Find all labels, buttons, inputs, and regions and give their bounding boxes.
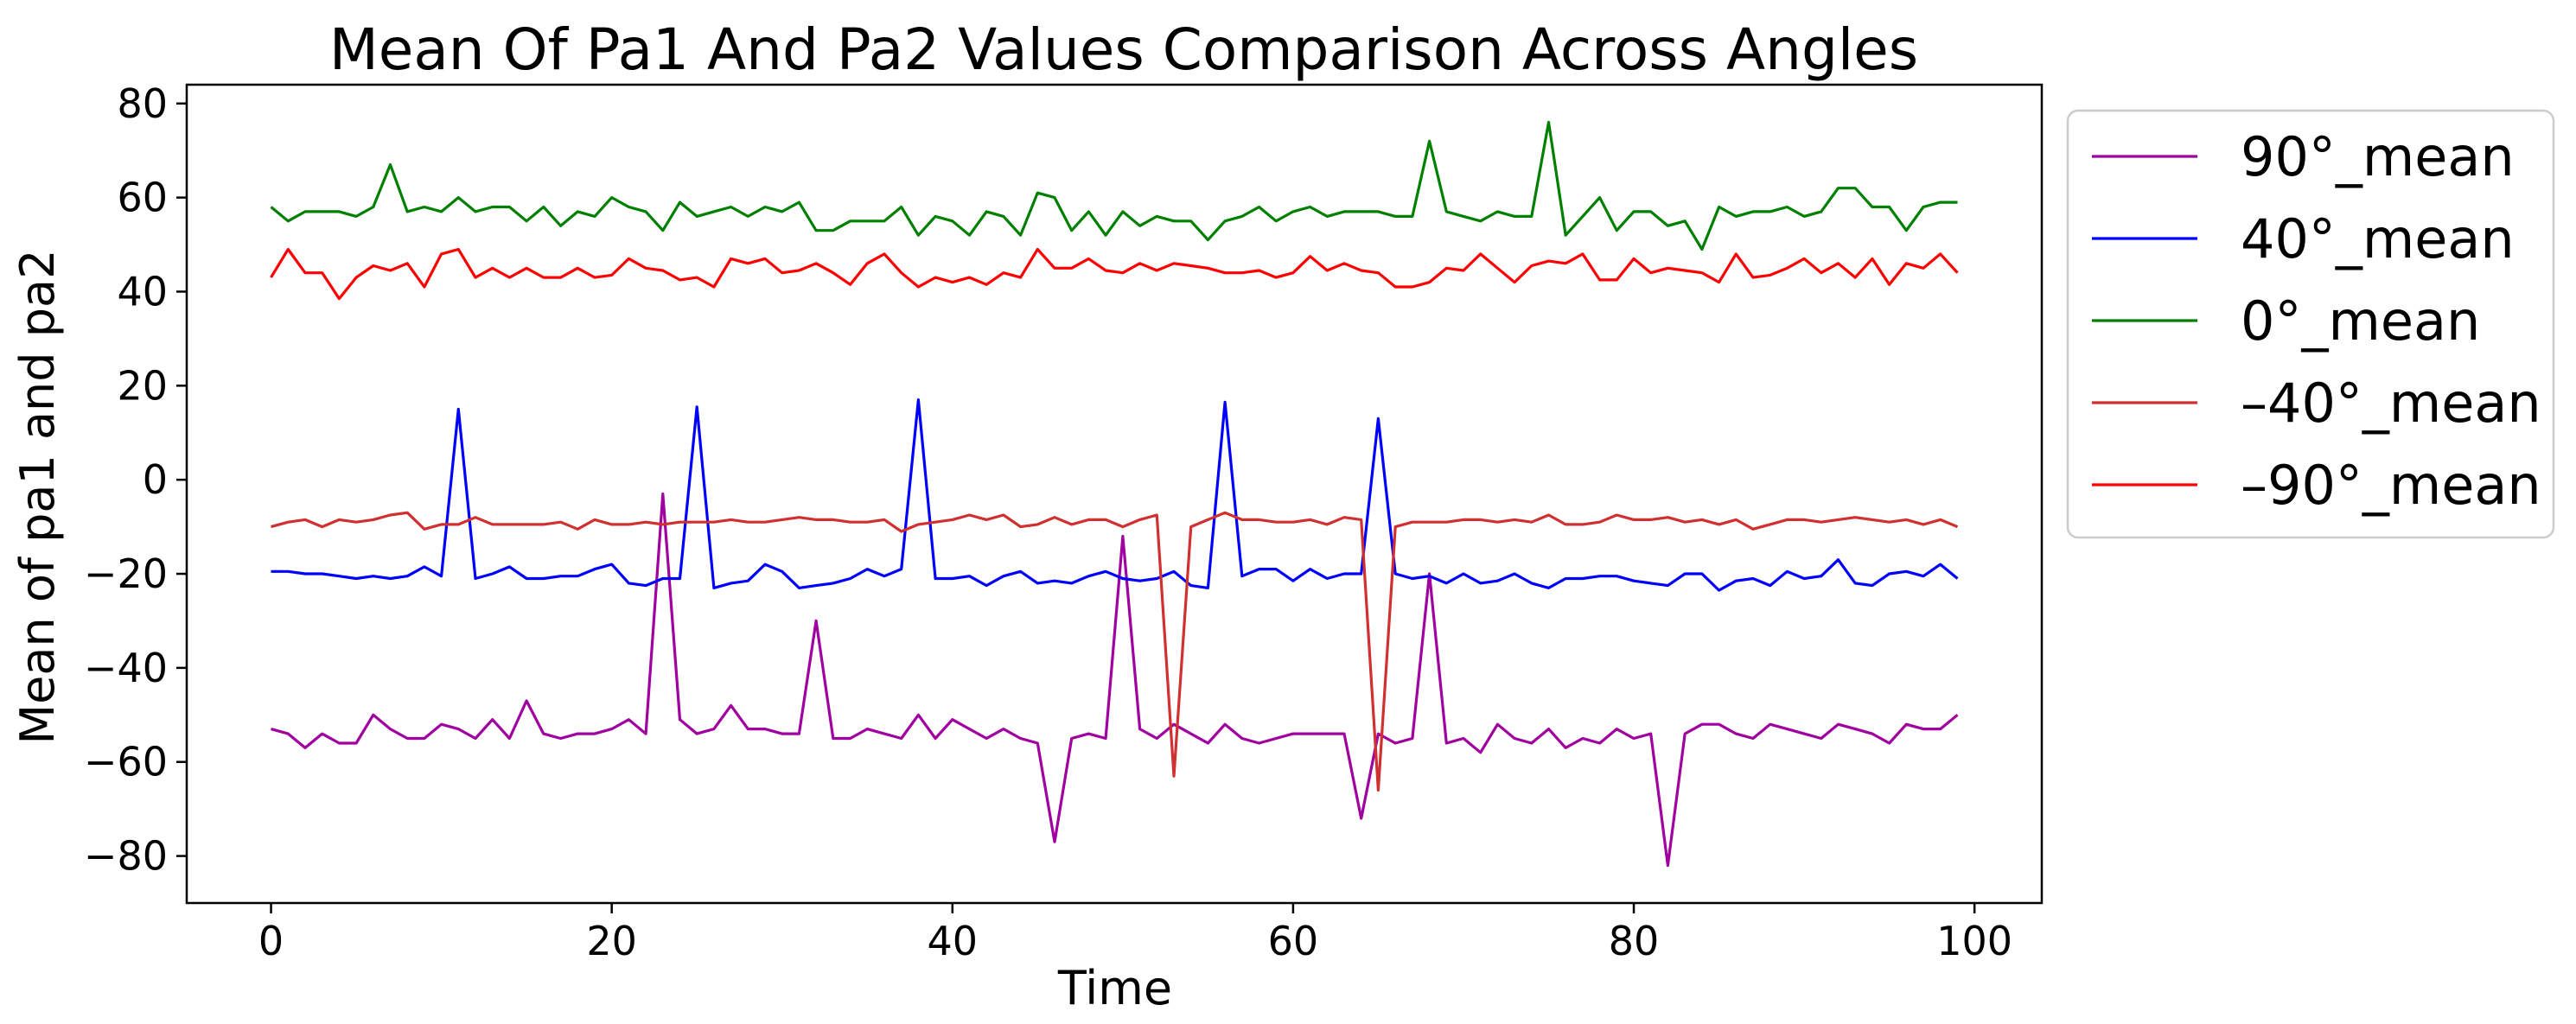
legend-box (2066, 109, 2555, 539)
series-line-2 (270, 120, 1958, 251)
y-tick-label: 80 (117, 80, 168, 127)
y-tick-label: 20 (117, 362, 168, 409)
x-tick-label: 0 (258, 918, 284, 964)
legend-label: 0°_mean (2241, 289, 2480, 353)
y-tick-label: −80 (84, 833, 168, 880)
series-line-3 (271, 511, 1959, 792)
series-line-0 (271, 492, 1959, 868)
legend-label: –40°_mean (2241, 372, 2541, 435)
chart-title: Mean Of Pa1 And Pa2 Values Comparison Ac… (329, 16, 1918, 83)
y-tick-label: 0 (143, 456, 168, 503)
x-tick-label: 20 (586, 918, 637, 964)
plot-frame (185, 83, 2044, 905)
y-tick-label: 60 (117, 175, 168, 221)
x-tick-label: 80 (1609, 918, 1660, 964)
y-axis: −80 −60 −40 −20 0 20 40 60 80 (84, 80, 187, 880)
plot-lines (270, 120, 1959, 868)
y-tick-label: −20 (84, 550, 168, 597)
y-tick-label: 40 (117, 268, 168, 315)
series-line-1 (271, 398, 1959, 592)
x-tick-label: 40 (928, 918, 979, 964)
legend-label: 90°_mean (2241, 125, 2515, 188)
x-tick-label: 60 (1268, 918, 1319, 964)
legend-label: –90°_mean (2241, 454, 2541, 517)
legend: 90°_mean 40°_mean 0°_mean –40°_mean –90°_mea… (2066, 109, 2555, 539)
series-line-4 (270, 247, 1959, 301)
x-axis: 0 20 40 60 80 100 (258, 903, 2012, 964)
y-tick-label: −40 (84, 645, 168, 691)
x-tick-label: 100 (1936, 918, 2012, 964)
y-axis-label: Mean of pa1 and pa2 (10, 250, 65, 745)
x-axis-label: Time (1057, 961, 1172, 1015)
legend-label: 40°_mean (2241, 207, 2515, 270)
y-tick-label: −60 (84, 739, 168, 785)
